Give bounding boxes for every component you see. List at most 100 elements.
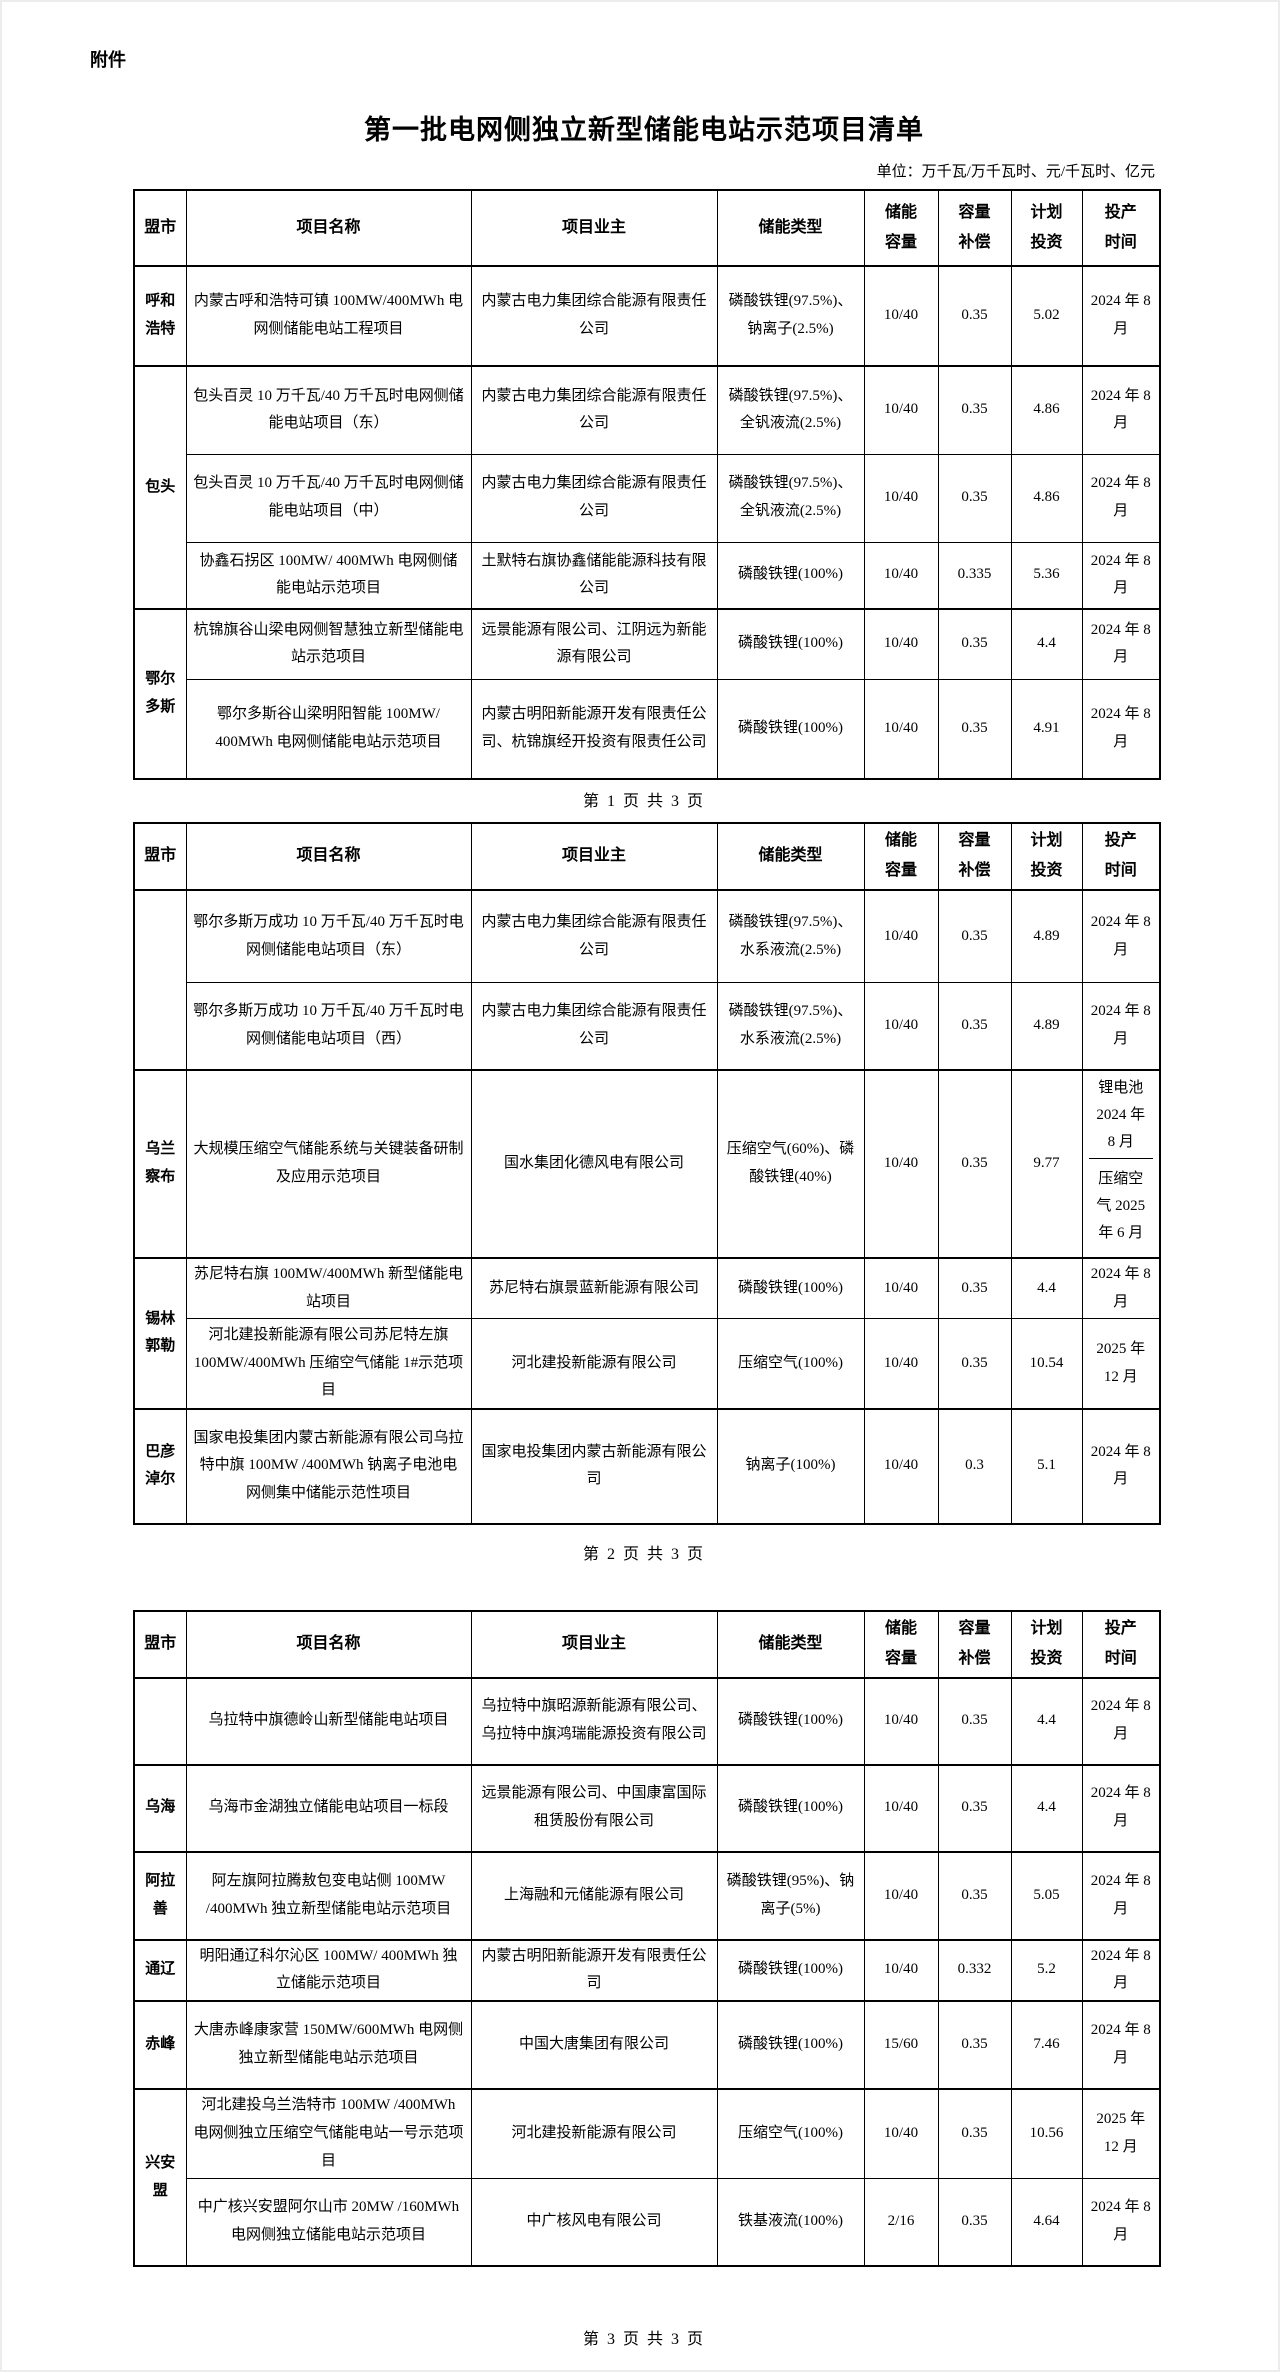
table-row: 包头 包头百灵 10 万千瓦/40 万千瓦时电网侧储能电站项目（东） 内蒙古电力…	[133, 365, 1161, 610]
col-header-project-name: 项目名称	[185, 822, 472, 891]
col-header-time: 投产 时间	[1081, 1610, 1161, 1679]
compensation-cell: 0.35	[937, 1677, 1012, 1766]
unit-note: 单位：万千瓦/万千瓦时、元/千瓦时、亿元	[876, 164, 1155, 180]
compensation-cell: 0.35	[937, 1318, 1012, 1410]
table-row: 锡林郭勒 苏尼特右旗 100MW/400MWh 新型储能电站项目 苏尼特右旗景蓝…	[133, 1256, 1161, 1410]
col-header-compensation: 容量 补偿	[937, 189, 1012, 267]
owner-cell: 内蒙古电力集团综合能源有限责任公司	[470, 265, 718, 367]
time-cell: 2024 年 8 月	[1081, 982, 1161, 1071]
compensation-cell: 0.35	[937, 982, 1012, 1071]
col-header-storage-type: 储能类型	[716, 822, 865, 891]
page-marker: 第 3 页 共 3 页	[582, 2331, 705, 2349]
storage-type-cell: 压缩空气(100%)	[716, 2088, 865, 2179]
owner-cell: 远景能源有限公司、中国康富国际租赁股份有限公司	[470, 1763, 718, 1853]
project-name-cell: 河北建投乌兰浩特市 100MW /400MWh 电网侧独立压缩空气储能电站一号示…	[185, 2088, 472, 2179]
capacity-cell: 10/40	[863, 1763, 939, 1853]
storage-type-cell: 磷酸铁锂(97.5%)、水系液流(2.5%)	[716, 889, 865, 984]
storage-type-cell: 磷酸铁锂(97.5%)、钠离子(2.5%)	[716, 265, 865, 367]
table-row: 兴安盟 河北建投乌兰浩特市 100MW /400MWh 电网侧独立压缩空气储能电…	[133, 2088, 1161, 2267]
owner-cell: 土默特右旗协鑫储能能源科技有限公司	[470, 541, 718, 610]
table-row: 乌拉特中旗德岭山新型储能电站项目 乌拉特中旗昭源新能源有限公司、乌拉特中旗鸿瑞能…	[133, 1677, 1161, 1766]
compensation-cell: 0.3	[937, 1407, 1012, 1525]
col-header-project-name: 项目名称	[185, 1610, 472, 1679]
table-row: 赤峰 大唐赤峰康家营 150MW/600MWh 电网侧独立新型储能电站示范项目 …	[133, 2000, 1161, 2090]
col-header-owner: 项目业主	[470, 822, 718, 891]
capacity-cell: 10/40	[863, 678, 939, 780]
page-title: 第一批电网侧独立新型储能电站示范项目清单	[364, 115, 924, 145]
owner-cell: 内蒙古电力集团综合能源有限责任公司	[470, 982, 718, 1071]
col-header-owner: 项目业主	[470, 1610, 718, 1679]
city-cell: 乌兰察布	[133, 1068, 187, 1259]
time-cell: 2024 年 8 月	[1081, 1256, 1161, 1320]
table-row: 包头百灵 10 万千瓦/40 万千瓦时电网侧储能电站项目（中） 内蒙古电力集团综…	[134, 453, 1161, 543]
compensation-cell: 0.35	[937, 1068, 1012, 1259]
owner-cell: 内蒙古电力集团综合能源有限责任公司	[470, 453, 718, 543]
investment-cell: 5.2	[1010, 1938, 1083, 2002]
time-cell: 锂电池 2024 年 8 月 压缩空气 2025 年 6 月	[1081, 1068, 1161, 1259]
project-name-cell: 乌拉特中旗德岭山新型储能电站项目	[185, 1677, 472, 1766]
project-name-cell: 鄂尔多斯谷山梁明阳智能 100MW/ 400MWh 电网侧储能电站示范项目	[185, 678, 472, 780]
storage-type-cell: 磷酸铁锂(100%)	[716, 541, 865, 610]
city-cell: 巴彦淖尔	[133, 1407, 187, 1525]
investment-cell: 10.56	[1010, 2088, 1083, 2179]
project-name-cell: 明阳通辽科尔沁区 100MW/ 400MWh 独立储能示范项目	[185, 1938, 472, 2002]
project-name-cell: 大规模压缩空气储能系统与关键装备研制及应用示范项目	[185, 1068, 472, 1259]
storage-type-cell: 压缩空气(60%)、磷酸铁锂(40%)	[716, 1068, 865, 1259]
owner-cell: 中国大唐集团有限公司	[470, 2000, 718, 2090]
table-row: 乌海 乌海市金湖独立储能电站项目一标段 远景能源有限公司、中国康富国际租赁股份有…	[133, 1763, 1161, 1853]
time-cell: 2024 年 8 月	[1081, 265, 1161, 367]
city-cell: 鄂尔多斯	[133, 608, 187, 780]
city-cell	[133, 1677, 187, 1766]
compensation-cell: 0.35	[937, 678, 1012, 780]
project-name-cell: 中广核兴安盟阿尔山市 20MW /160MWh 电网侧独立储能电站示范项目	[185, 2177, 472, 2267]
table-row: 协鑫石拐区 100MW/ 400MWh 电网侧储能电站示范项目 土默特右旗协鑫储…	[134, 541, 1161, 610]
project-name-cell: 协鑫石拐区 100MW/ 400MWh 电网侧储能电站示范项目	[185, 541, 472, 610]
storage-type-cell: 压缩空气(100%)	[716, 1318, 865, 1410]
compensation-cell: 0.35	[937, 1763, 1012, 1853]
capacity-cell: 10/40	[863, 1318, 939, 1410]
projects-table-page2: 盟市 项目名称 项目业主 储能类型 储能 容量 容量 补偿 计划 投资 投产 时间 鄂尔…	[133, 822, 1161, 1525]
time-cell: 2024 年 8 月	[1081, 1677, 1161, 1766]
investment-cell: 10.54	[1010, 1318, 1083, 1410]
investment-cell: 4.91	[1010, 678, 1083, 780]
storage-type-cell: 磷酸铁锂(100%)	[716, 2000, 865, 2090]
table-row: 乌兰察布 大规模压缩空气储能系统与关键装备研制及应用示范项目 国水集团化德风电有…	[133, 1068, 1161, 1259]
capacity-cell: 10/40	[863, 1677, 939, 1766]
capacity-cell: 10/40	[863, 453, 939, 543]
owner-cell: 远景能源有限公司、江阴远为新能源有限公司	[470, 608, 718, 680]
capacity-cell: 2/16	[863, 2177, 939, 2267]
capacity-cell: 10/40	[863, 365, 939, 455]
compensation-cell: 0.335	[937, 541, 1012, 610]
compensation-cell: 0.35	[937, 265, 1012, 367]
col-header-compensation: 容量 补偿	[937, 1610, 1012, 1679]
time-cell: 2024 年 8 月	[1081, 453, 1161, 543]
capacity-cell: 10/40	[863, 608, 939, 680]
time-cell: 2024 年 8 月	[1081, 1938, 1161, 2002]
city-cell: 兴安盟	[133, 2088, 187, 2267]
table-row: 中广核兴安盟阿尔山市 20MW /160MWh 电网侧独立储能电站示范项目 中广…	[134, 2177, 1161, 2267]
compensation-cell: 0.35	[937, 365, 1012, 455]
time-cell: 2024 年 8 月	[1081, 889, 1161, 984]
col-header-city: 盟市	[133, 822, 187, 891]
investment-cell: 4.86	[1010, 365, 1083, 455]
table-row: 呼和浩特 内蒙古呼和浩特可镇 100MW/400MWh 电网侧储能电站工程项目 …	[133, 265, 1161, 367]
city-cell: 赤峰	[133, 2000, 187, 2090]
col-header-time: 投产 时间	[1081, 822, 1161, 891]
table-row: 阿拉善 阿左旗阿拉腾敖包变电站侧 100MW /400MWh 独立新型储能电站示…	[133, 1850, 1161, 1941]
project-name-cell: 大唐赤峰康家营 150MW/600MWh 电网侧独立新型储能电站示范项目	[185, 2000, 472, 2090]
col-header-capacity: 储能 容量	[863, 822, 939, 891]
time-cell: 2025 年 12 月	[1081, 2088, 1161, 2179]
project-name-cell: 鄂尔多斯万成功 10 万千瓦/40 万千瓦时电网侧储能电站项目（东）	[185, 889, 472, 984]
time-cell: 2025 年 12 月	[1081, 1318, 1161, 1410]
owner-cell: 河北建投新能源有限公司	[470, 1318, 718, 1410]
col-header-compensation: 容量 补偿	[937, 822, 1012, 891]
project-name-cell: 乌海市金湖独立储能电站项目一标段	[185, 1763, 472, 1853]
investment-cell: 7.46	[1010, 2000, 1083, 2090]
col-header-investment: 计划 投资	[1010, 189, 1083, 267]
storage-type-cell: 磷酸铁锂(100%)	[716, 608, 865, 680]
investment-cell: 5.36	[1010, 541, 1083, 610]
storage-type-cell: 磷酸铁锂(100%)	[716, 1938, 865, 2002]
capacity-cell: 10/40	[863, 2088, 939, 2179]
page-marker: 第 2 页 共 3 页	[582, 1545, 705, 1563]
project-name-cell: 苏尼特右旗 100MW/400MWh 新型储能电站项目	[185, 1256, 472, 1320]
